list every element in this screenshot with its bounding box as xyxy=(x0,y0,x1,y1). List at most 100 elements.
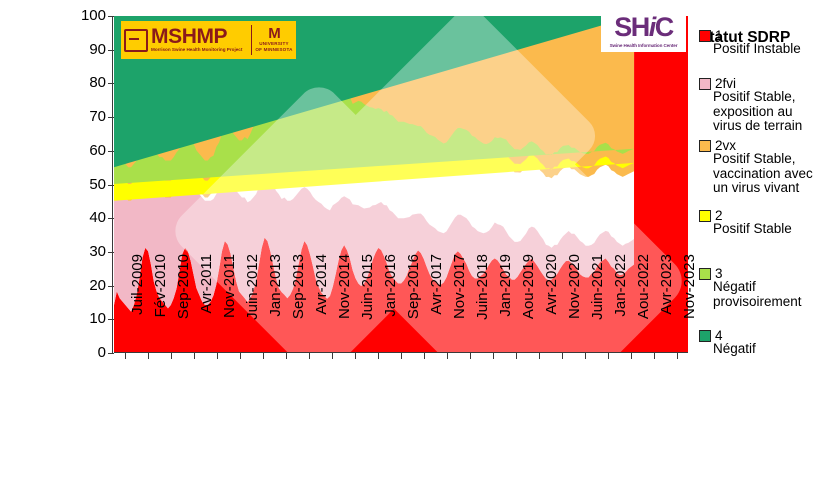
shic-logo: SHiC Swine Health Information Center xyxy=(601,12,686,52)
x-axis-tick-mark xyxy=(630,352,632,359)
legend-swatch-3 xyxy=(699,268,711,280)
x-axis-tick-mark xyxy=(492,352,494,359)
legend-key-3: 3 xyxy=(715,266,723,281)
x-axis-tick-label: Aou-2019 xyxy=(519,254,537,320)
legend-description-3: Négatif provisoirement xyxy=(713,279,802,309)
x-axis-tick-mark xyxy=(653,352,655,359)
x-axis-tick-mark xyxy=(676,352,678,359)
watermark-diamond xyxy=(175,87,463,352)
legend-key-1: 1 xyxy=(715,28,723,43)
legend-key-2fvi: 2fvi xyxy=(715,76,737,91)
x-axis-tick-mark xyxy=(355,352,357,359)
legend-swatch-2vx xyxy=(699,140,711,152)
x-axis-tick-mark xyxy=(240,352,242,359)
watermark-overlay: 333 xyxy=(175,16,682,352)
x-axis-tick-mark xyxy=(423,352,425,359)
legend-swatch-4 xyxy=(699,330,711,342)
area-series-1 xyxy=(114,16,688,352)
x-axis-tick-label: Juin-2012 xyxy=(244,254,262,320)
x-axis-tick-mark xyxy=(469,352,471,359)
x-axis-tick-mark xyxy=(309,352,311,359)
x-axis-tick-label: Juil-2009 xyxy=(129,254,147,315)
x-axis-tick-label: Avr-2023 xyxy=(657,254,675,315)
y-axis-tick-mark xyxy=(108,251,114,253)
x-axis-tick-mark xyxy=(286,352,288,359)
legend-swatch-2fvi xyxy=(699,78,711,90)
x-axis-tick-label: Nov-2023 xyxy=(680,254,698,320)
legend-key-4: 4 xyxy=(715,328,723,343)
x-axis-tick-mark xyxy=(538,352,540,359)
x-axis-tick-label: Juin-2021 xyxy=(588,254,606,320)
x-axis-tick-label: Avr-2014 xyxy=(313,254,331,315)
y-axis: 100 90 80 70 60 50 40 30 20 10 0 xyxy=(58,7,114,360)
shic-name-part1: SH xyxy=(614,12,650,42)
x-axis-tick-mark xyxy=(378,352,380,359)
x-axis-tick-mark xyxy=(217,352,219,359)
y-axis-tick-mark xyxy=(108,16,114,17)
logo-divider xyxy=(251,25,252,55)
x-axis-tick-label: Nov-2017 xyxy=(450,254,468,320)
x-axis-tick-mark xyxy=(607,352,609,359)
area-series-3 xyxy=(114,76,635,184)
y-axis-tick-label: 30 xyxy=(89,242,106,260)
legend-description-4: Négatif xyxy=(713,341,756,356)
y-axis-tick-label: 40 xyxy=(89,209,106,227)
x-axis: Juil-2009 Fév-2010 Sep-2010 Avr-2011 Nov-201… xyxy=(114,254,698,482)
y-axis-tick-label: 100 xyxy=(80,7,106,24)
legend-description-2fvi: Positif Stable, exposition au virus de t… xyxy=(713,89,803,133)
x-axis-tick-label: Jan-2013 xyxy=(267,254,285,317)
y-axis-tick-mark xyxy=(108,353,114,354)
x-axis-tick-label: Nov-2014 xyxy=(336,254,354,320)
x-axis-tick-mark xyxy=(263,352,265,359)
monitor-heartbeat-icon xyxy=(124,28,148,52)
umn-line2: OF MINNESOTA xyxy=(255,47,293,52)
mshmp-logo-left: MSHMP Morrison Swine Health Monitoring P… xyxy=(124,26,248,53)
x-axis-tick-label: Avr-2011 xyxy=(198,254,216,314)
y-axis-tick-label: 70 xyxy=(89,108,106,126)
legend-swatch-2 xyxy=(699,210,711,222)
x-axis-tick-mark xyxy=(401,352,402,359)
x-axis-tick-mark xyxy=(125,352,127,359)
umn-logo: M UNIVERSITY OF MINNESOTA xyxy=(255,26,293,53)
legend-description-2vx: Positif Stable, vaccination avec un viru… xyxy=(713,151,813,195)
y-axis-tick-mark xyxy=(108,117,114,119)
legend-description-1: Positif Instable xyxy=(713,41,801,56)
x-axis-tick-label: Juin-2015 xyxy=(359,254,377,320)
x-axis-tick-mark xyxy=(171,352,173,359)
legend-swatch-1 xyxy=(699,30,711,42)
y-axis-spine xyxy=(112,16,114,353)
shic-subtitle: Swine Health Information Center xyxy=(609,43,678,48)
shic-name-part3: C xyxy=(654,12,675,42)
y-axis-tick-label: 20 xyxy=(89,276,106,294)
shic-name-part2: i xyxy=(648,12,657,42)
legend-key-2vx: 2vx xyxy=(715,138,737,153)
legend-description-2: Positif Stable xyxy=(713,221,792,236)
x-axis-tick-mark xyxy=(332,352,334,359)
y-axis-tick-mark xyxy=(108,218,114,220)
watermark-diamond xyxy=(342,16,596,263)
x-axis-tick-label: Sep-2016 xyxy=(405,254,422,320)
legend-key-2: 2 xyxy=(715,208,723,223)
legend: Statut SDRP 1 Positif Instable 2fvi Positif… xyxy=(699,28,820,356)
y-axis-tick-mark xyxy=(108,49,114,51)
umn-line1: UNIVERSITY xyxy=(259,41,289,46)
x-axis-tick-label: Jan-2016 xyxy=(382,254,400,317)
x-axis-tick-mark xyxy=(148,352,150,359)
mshmp-text-block: MSHMP Morrison Swine Health Monitoring P… xyxy=(151,26,242,53)
x-axis-tick-label: Nov-2020 xyxy=(565,254,583,320)
watermark-glyph-3: 3 xyxy=(490,193,568,350)
watermark-glyph-3: 3 xyxy=(281,146,356,297)
x-axis-tick-mark xyxy=(561,352,563,359)
x-axis-tick-label: Aou-2022 xyxy=(634,254,652,320)
legend-title: Statut SDRP xyxy=(699,29,791,46)
y-axis-tick-mark xyxy=(108,319,114,321)
x-axis-tick-label: Juin-2018 xyxy=(473,254,491,320)
y-axis-tick-mark xyxy=(108,285,114,287)
area-series-2fvi xyxy=(114,16,635,312)
x-axis-tick-mark xyxy=(446,352,448,359)
x-axis-tick-mark xyxy=(194,352,196,359)
x-axis-tick-label: Nov-2011 xyxy=(221,254,239,318)
x-axis-tick-label: Fév-2010 xyxy=(152,254,170,318)
x-axis-tick-label: Avr-2020 xyxy=(542,254,560,315)
shic-name: SHiC xyxy=(601,12,686,42)
